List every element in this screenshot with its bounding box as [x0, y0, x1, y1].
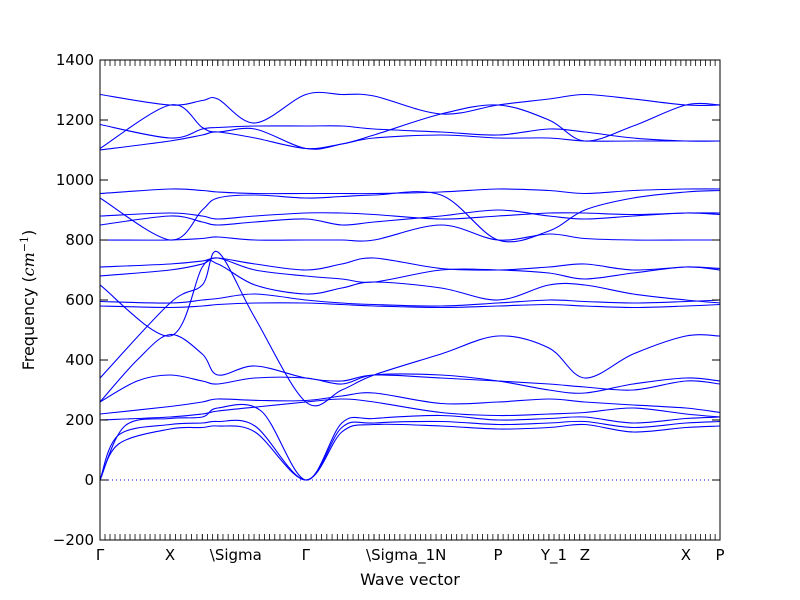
x-axis-label: Wave vector — [360, 570, 460, 589]
band-line-1 — [100, 423, 720, 481]
band-lines — [100, 91, 720, 481]
x-axis-ticks: Γ X \Sigma Γ \Sigma_1N P Y_1 Z X P — [96, 546, 725, 565]
y-axis-label-unit: cm — [19, 252, 38, 276]
x-tick-label: \Sigma — [210, 546, 262, 564]
y-tick-label: 0 — [84, 471, 94, 489]
y-tick-label: 600 — [65, 291, 94, 309]
band-line-21 — [100, 123, 720, 142]
band-line-12 — [100, 257, 720, 283]
y-tick-label: 400 — [65, 351, 94, 369]
band-line-22 — [100, 91, 720, 124]
band-line-13 — [100, 257, 720, 271]
y-tick-label: 200 — [65, 411, 94, 429]
y-axis-ticks: −200 0 200 400 600 800 1000 1200 1400 — [53, 51, 720, 549]
band-line-15 — [100, 209, 720, 226]
x-tick-label: X — [681, 546, 691, 564]
band-line-10 — [100, 293, 720, 307]
y-axis-label-text: Frequency ( — [19, 276, 38, 370]
band-line-7 — [100, 373, 720, 403]
band-line-16 — [100, 212, 720, 220]
y-tick-label: 1200 — [56, 111, 94, 129]
band-line-2 — [100, 419, 720, 481]
x-tick-label: Γ — [96, 546, 105, 564]
band-line-8 — [100, 250, 720, 407]
x-tick-label: X — [165, 546, 175, 564]
y-tick-label: −200 — [53, 531, 94, 549]
x-tick-label: Y_1 — [540, 546, 567, 565]
y-tick-label: 1400 — [56, 51, 94, 69]
y-tick-label: 1000 — [56, 171, 94, 189]
band-line-18 — [100, 188, 720, 195]
x-tick-label: Z — [580, 546, 590, 564]
band-line-14 — [100, 224, 720, 242]
y-axis-label: Frequency (cm−1) — [18, 230, 38, 371]
x-tick-label: \Sigma_1N — [366, 546, 446, 565]
y-axis-label-close: ) — [19, 230, 38, 236]
band-line-17 — [100, 189, 720, 243]
band-line-3 — [100, 403, 720, 481]
band-line-4 — [100, 398, 720, 421]
band-line-9 — [100, 302, 720, 309]
band-line-5 — [100, 392, 720, 415]
x-tick-label: P — [494, 546, 503, 564]
band-line-19 — [100, 131, 720, 151]
y-axis-label-exponent: −1 — [18, 236, 31, 252]
x-tick-label: P — [715, 546, 724, 564]
y-tick-label: 800 — [65, 231, 94, 249]
x-tick-label: Γ — [302, 546, 311, 564]
